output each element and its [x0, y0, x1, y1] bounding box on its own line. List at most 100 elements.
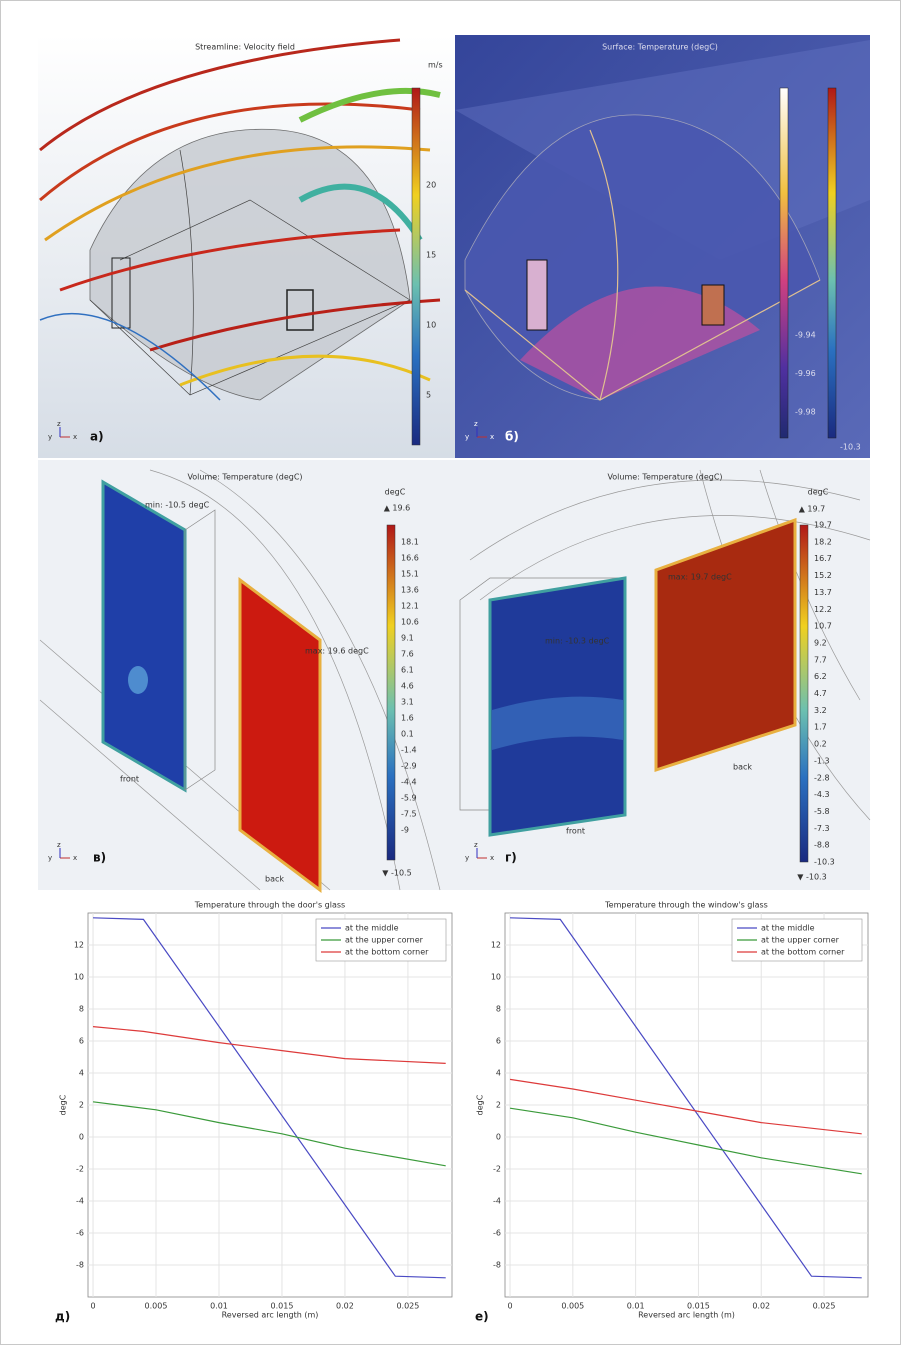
colorbar-tick-label: 10.7	[814, 622, 832, 631]
panel-label: б)	[505, 430, 519, 444]
colorbar-tick-label: 13.7	[814, 588, 832, 597]
colorbar-max: ▲ 19.6	[384, 504, 411, 513]
legend-label: at the middle	[345, 924, 399, 933]
colorbar-tick-label: 4.6	[401, 682, 414, 691]
x-tick-label: 0.02	[336, 1302, 354, 1311]
annotation: back	[265, 875, 284, 884]
triad-label: y	[465, 854, 469, 862]
y-tick-label: -6	[493, 1229, 501, 1238]
colorbar-tick-label: 6.1	[401, 666, 414, 675]
annotation: max: 19.7 degC	[668, 573, 732, 582]
panel-a: Streamline: Velocity field m/s а)	[38, 35, 455, 458]
y-tick-label: 8	[496, 1005, 501, 1014]
y-tick-label: 0	[496, 1133, 501, 1142]
x-tick-label: 0	[507, 1302, 512, 1311]
colorbar-tick-label: 13.6	[401, 586, 419, 595]
hot-spot	[128, 666, 148, 694]
panel-label: д)	[55, 1310, 70, 1324]
y-tick-label: 12	[74, 941, 84, 950]
x-tick-label: 0.025	[813, 1302, 836, 1311]
y-tick-label: -8	[493, 1261, 501, 1270]
colorbar-tick-label: -8.8	[814, 841, 830, 850]
colorbar-min: ▼ -10.5	[382, 869, 411, 878]
colorbar-tick-label: 3.2	[814, 706, 827, 715]
panel-d: Volume: Temperature (degC) degC ▲ 19.7 ▼…	[455, 460, 870, 890]
x-tick-label: 0.02	[752, 1302, 770, 1311]
colorbar	[412, 88, 420, 445]
colorbar-tick-label: 10	[426, 321, 436, 330]
colorbar-tick-label: 19.7	[814, 521, 832, 530]
colorbar-right	[828, 88, 836, 438]
colorbar-tick-label: -2.8	[814, 773, 830, 782]
panel-label: е)	[475, 1310, 489, 1324]
colorbar-tick-label: 9.2	[814, 638, 827, 647]
colorbar-tick-label: 0.2	[814, 740, 827, 749]
colorbar-tick-label: 15.1	[401, 570, 419, 579]
y-tick-label: 6	[79, 1037, 84, 1046]
x-tick-label: 0.025	[396, 1302, 419, 1311]
y-tick-label: 10	[491, 973, 501, 982]
x-tick-label: 0.005	[561, 1302, 584, 1311]
y-tick-label: -2	[493, 1165, 501, 1174]
colorbar-tick-label: -1.3	[814, 756, 830, 765]
colorbar-left	[780, 88, 788, 438]
y-tick-label: 8	[79, 1005, 84, 1014]
x-tick-label: 0.01	[210, 1302, 228, 1311]
x-tick-label: 0.01	[627, 1302, 645, 1311]
panel-title: Streamline: Velocity field	[195, 43, 295, 52]
y-tick-label: 12	[491, 941, 501, 950]
y-tick-label: 2	[79, 1101, 84, 1110]
annotation: front	[566, 827, 585, 836]
triad-label: y	[48, 433, 52, 441]
y-tick-label: 0	[79, 1133, 84, 1142]
y-tick-label: 2	[496, 1101, 501, 1110]
colorbar-tick-label: 9.1	[401, 634, 414, 643]
y-tick-label: -4	[493, 1197, 501, 1206]
panel-c: Volume: Temperature (degC) degC ▲ 19.6 ▼…	[38, 460, 455, 890]
panel-title: Volume: Temperature (degC)	[607, 473, 722, 482]
y-tick-label: -6	[76, 1229, 84, 1238]
y-axis-label: degC	[476, 1094, 485, 1115]
colorbar-tick-label: 3.1	[401, 698, 414, 707]
colorbar-tick-label: 16.6	[401, 554, 419, 563]
annotation: min: -10.3 degC	[545, 637, 610, 646]
chart-title: Temperature through the window's glass	[604, 901, 768, 910]
window	[702, 285, 724, 325]
x-tick-label: 0	[90, 1302, 95, 1311]
colorbar-tick-label: 7.6	[401, 650, 414, 659]
colorbar-tick-label: -7.5	[401, 810, 417, 819]
annotation: front	[120, 775, 139, 784]
triad-label: x	[490, 433, 494, 441]
annotation: min: -10.5 degC	[145, 501, 210, 510]
colorbar-tick-label: 15	[426, 251, 436, 260]
figure: Streamline: Velocity field m/s а) Surfac…	[0, 0, 901, 1345]
triad-label: z	[57, 841, 61, 849]
colorbar-unit: degC	[385, 488, 406, 497]
colorbar-tick-label: 1.7	[814, 723, 827, 732]
colorbar-tick-label: -9.98	[795, 408, 816, 417]
colorbar-tick-label: 1.6	[401, 714, 414, 723]
triad-label: y	[48, 854, 52, 862]
triad-label: x	[73, 854, 77, 862]
chart-title: Temperature through the door's glass	[194, 901, 345, 910]
panel-label: а)	[90, 430, 104, 444]
colorbar-tick-label: -4.4	[401, 778, 417, 787]
colorbar-tick-label: -5.9	[401, 794, 417, 803]
x-tick-label: 0.015	[271, 1302, 294, 1311]
triad-label: x	[490, 854, 494, 862]
x-tick-label: 0.005	[145, 1302, 168, 1311]
colorbar-unit: degC	[808, 488, 829, 497]
colorbar-tick-label: 15.2	[814, 571, 832, 580]
panel-title: Volume: Temperature (degC)	[187, 473, 302, 482]
annotation: back	[733, 763, 752, 772]
x-axis-label: Reversed arc length (m)	[638, 1311, 735, 1320]
colorbar-tick-label: 12.2	[814, 605, 832, 614]
colorbar-unit: m/s	[428, 61, 443, 70]
y-axis-label: degC	[59, 1094, 68, 1115]
y-tick-label: -8	[76, 1261, 84, 1270]
triad-label: z	[474, 420, 478, 428]
colorbar-tick-label: 18.2	[814, 537, 832, 546]
panel-b: Surface: Temperature (degC) б)	[455, 35, 870, 458]
colorbar-tick-label: 6.2	[814, 672, 827, 681]
colorbar	[800, 525, 808, 862]
